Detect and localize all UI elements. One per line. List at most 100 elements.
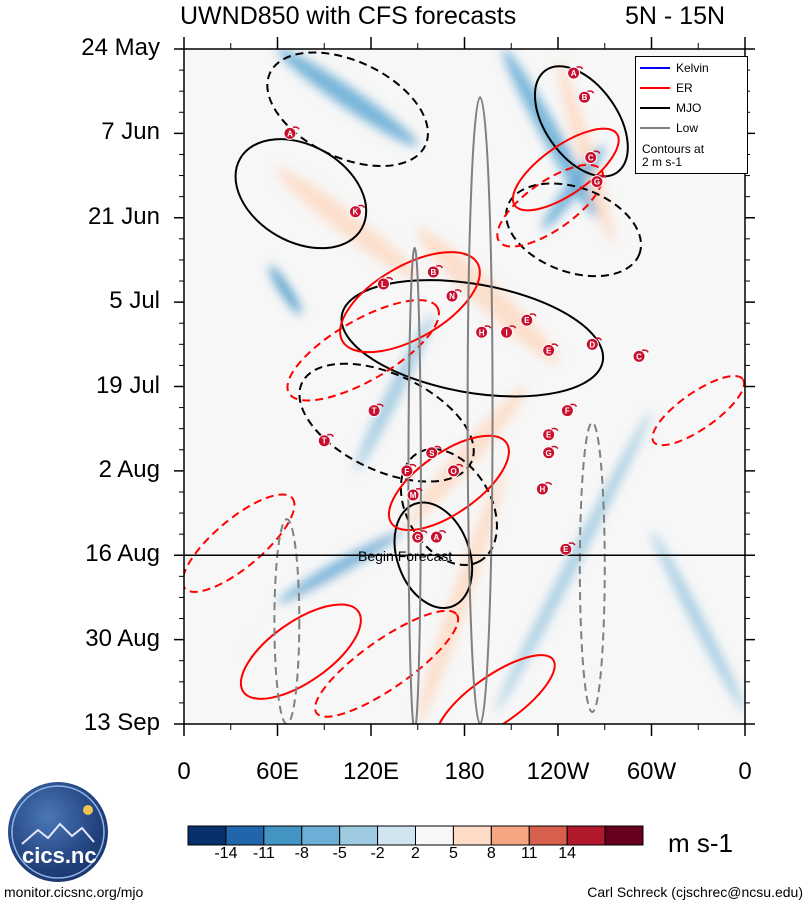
storm-label: T [322,437,327,446]
storm-label: E [546,346,552,355]
x-tick-label: 0 [177,758,191,785]
colorbar-label: -8 [294,845,309,862]
legend-entry-er: ER [640,81,693,95]
chart-title: UWND850 with CFS forecasts [180,2,517,30]
storm-marker-circle [445,289,459,303]
anomaly-band-13 [651,531,745,712]
colorbar-swatch [528,825,568,846]
contour-er-14 [239,603,362,700]
colorbar-label: 8 [486,845,496,862]
storm-marker-tail [386,277,394,281]
colorbar [187,825,644,846]
contour-layer [184,51,745,724]
logo-text: cics.nc [22,843,97,868]
storm-marker-tail [454,289,462,293]
anomaly-band-4 [417,229,559,364]
y-tick-label: 19 Jul [95,371,160,399]
legend-swatch-mjo [640,107,670,109]
contour-low-21 [578,421,606,713]
storm-marker-tail [551,427,559,432]
storm-marker: T [367,403,384,418]
anomaly-band-10 [495,410,652,712]
contour-er-8 [339,251,481,354]
contour-mjo-2 [340,279,605,398]
storm-marker-tail [436,264,444,269]
footer-credit: Carl Schreck (cjschrec@ncsu.edu) [587,884,803,900]
storm-marker-circle [520,313,534,327]
anomaly-band-5 [401,386,528,532]
storm-label: E [546,431,552,440]
legend-label-er: ER [676,81,693,95]
anomaly-field [246,49,745,724]
storm-marker-circle [590,175,604,189]
colorbar-label: -11 [252,845,275,862]
storm-marker: K [348,204,366,219]
chart-region: 5N - 15N [625,2,726,30]
footer-url[interactable]: monitor.cicsnc.org/mjo [4,884,144,900]
legend-swatch-low [640,127,670,129]
legend-label-low: Low [676,121,699,135]
storm-label: C [636,352,642,361]
storm-marker-circle [542,446,556,460]
storm-label: N [449,292,455,301]
y-tick-label: 7 Jun [101,118,160,146]
storm-marker: F [560,403,578,418]
storm-marker-circle [317,434,331,448]
colorbar-swatch [301,825,341,846]
colorbar-label: 14 [558,845,577,862]
storm-label: A [287,129,293,138]
storm-label: T [372,407,377,416]
storm-marker-circle [400,464,414,478]
storm-marker: T [317,433,334,448]
storm-label: H [479,328,485,337]
colorbar-swatch [187,825,227,846]
storm-label: G [415,533,421,542]
storm-marker-tail [456,463,464,468]
colorbar-swatch [263,825,303,846]
storm-marker: G [542,445,559,460]
cicsnc-logo [8,782,108,882]
colorbar-label: -2 [370,845,385,862]
storm-marker-tail [551,343,559,347]
storm-label: F [565,407,570,416]
storm-label: G [594,178,600,187]
legend-entry-low: Low [640,121,698,135]
storm-marker: E [542,427,559,442]
storm-marker-tail [570,403,578,407]
y-tick-label: 24 May [81,34,160,61]
storm-label: M [410,491,417,500]
storm-marker-tail [551,445,559,450]
storm-marker-tail [439,530,447,534]
storm-marker-tail [420,530,428,534]
y-tick-label: 13 Sep [83,709,160,736]
contour-mjo-5 [505,182,643,278]
storm-label: E [563,545,569,554]
storm-marker: N [445,289,462,303]
storm-marker: S [425,445,442,460]
legend-entry-mjo: MJO [640,101,701,115]
storm-marker: E [542,343,559,357]
storm-marker-circle [376,277,390,291]
x-tick-label: 60W [626,758,677,785]
contour-mjo-1 [234,138,368,250]
storm-marker-circle [542,428,556,442]
storm-marker-tail [376,403,384,407]
storm-marker: C [584,150,601,164]
anomaly-band-0 [277,49,418,147]
contour-er-15 [314,609,460,718]
storm-marker-circle [542,343,556,357]
storm-marker: A [283,126,300,140]
contour-er-16 [435,654,556,724]
legend-swatch-kelvin [640,67,670,69]
storm-marker: F [400,463,417,478]
logo-graphic [11,785,105,879]
storm-marker: L [376,277,394,291]
colorbar-label: -5 [332,845,347,862]
colorbar-swatch [377,825,417,846]
legend-label-kelvin: Kelvin [676,61,709,75]
storm-marker-tail [484,325,492,329]
y-tick-label: 5 Jul [109,287,160,315]
storm-marker-circle [348,205,362,219]
storm-marker-circle [535,482,549,496]
